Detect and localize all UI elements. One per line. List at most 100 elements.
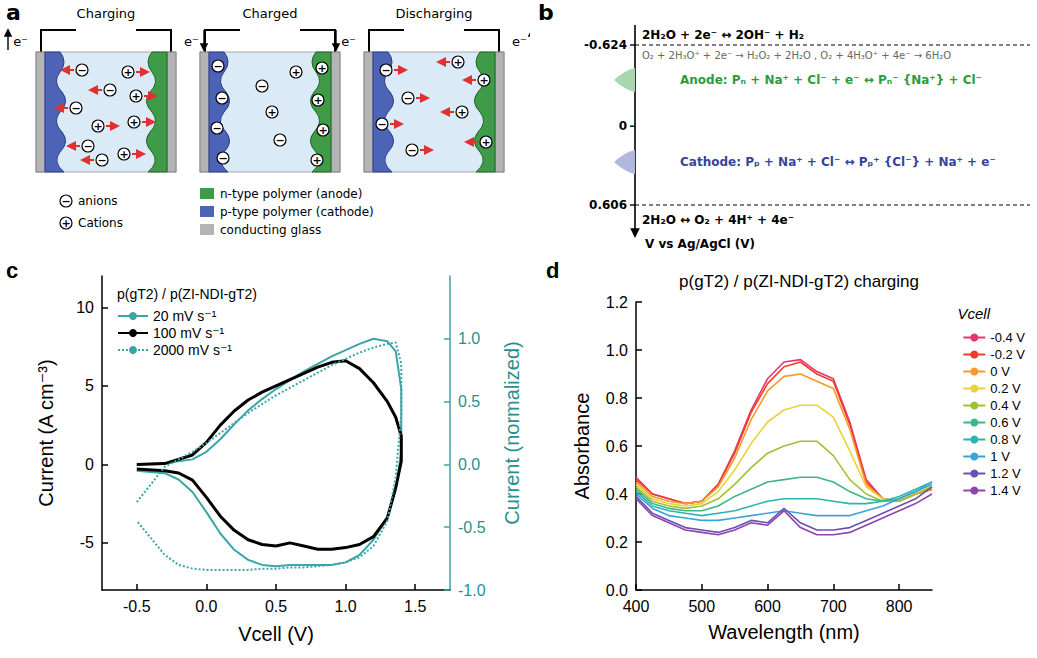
svg-text:e⁻: e⁻ <box>13 34 28 49</box>
svg-text:e⁻: e⁻ <box>512 34 527 49</box>
svg-text:+: + <box>457 106 466 119</box>
svg-text:-0.4 V: -0.4 V <box>990 330 1025 345</box>
svg-text:Vcell: Vcell <box>957 305 990 322</box>
svg-text:0 V: 0 V <box>990 364 1010 379</box>
svg-text:-0.5: -0.5 <box>123 598 151 615</box>
svg-text:100 mV s⁻¹: 100 mV s⁻¹ <box>153 325 225 341</box>
svg-text:Anode: Pₙ + Na⁺ + Cl⁻ + e⁻ ↔ P: Anode: Pₙ + Na⁺ + Cl⁻ + e⁻ ↔ Pₙ⁻ {Na⁺} +… <box>680 73 982 87</box>
svg-text:5: 5 <box>85 377 94 394</box>
svg-text:0: 0 <box>619 119 627 133</box>
svg-text:+: + <box>313 94 322 107</box>
svg-text:+: + <box>93 120 102 133</box>
svg-text:−: − <box>407 144 416 157</box>
svg-text:700: 700 <box>820 598 847 615</box>
svg-text:+: + <box>312 154 321 167</box>
svg-text:10: 10 <box>76 299 94 316</box>
svg-text:Wavelength (nm): Wavelength (nm) <box>708 621 860 643</box>
svg-text:O₂ + 2H₃O⁺ + 2e⁻ → H₂O₂ + 2H₂O: O₂ + 2H₃O⁺ + 2e⁻ → H₂O₂ + 2H₂O , O₂ + 4H… <box>642 50 951 61</box>
svg-text:0.2 V: 0.2 V <box>990 381 1021 396</box>
svg-text:0.606: 0.606 <box>589 198 627 212</box>
svg-text:+: + <box>61 217 70 230</box>
svg-text:conducting glass: conducting glass <box>220 223 321 237</box>
svg-text:−: − <box>381 64 390 77</box>
svg-text:Charging: Charging <box>77 6 136 21</box>
svg-text:Absorbance: Absorbance <box>571 393 593 500</box>
svg-text:+: + <box>129 116 138 129</box>
svg-text:400: 400 <box>623 598 650 615</box>
svg-text:1.5: 1.5 <box>404 598 426 615</box>
svg-text:Current (A cm⁻³): Current (A cm⁻³) <box>35 359 57 506</box>
svg-text:0.8 V: 0.8 V <box>990 432 1021 447</box>
svg-text:−: − <box>275 134 284 147</box>
svg-text:-1.0: -1.0 <box>458 582 486 599</box>
svg-text:+: + <box>317 62 326 75</box>
svg-text:n-type polymer (anode): n-type polymer (anode) <box>220 187 362 201</box>
svg-text:−: − <box>213 60 222 73</box>
svg-text:0.6 V: 0.6 V <box>990 415 1021 430</box>
svg-text:-0.624: -0.624 <box>584 38 627 52</box>
svg-text:20 mV s⁻¹: 20 mV s⁻¹ <box>153 308 217 324</box>
svg-text:2H₂O + 2e⁻ ↔ 2OH⁻ + H₂: 2H₂O + 2e⁻ ↔ 2OH⁻ + H₂ <box>642 28 804 42</box>
svg-text:1.0: 1.0 <box>458 330 480 347</box>
svg-text:−: − <box>212 122 221 135</box>
svg-text:+: + <box>131 90 140 103</box>
svg-text:0.2: 0.2 <box>606 534 628 551</box>
svg-text:Vcell (V): Vcell (V) <box>238 623 314 645</box>
svg-text:−: − <box>61 195 70 208</box>
svg-text:600: 600 <box>754 598 781 615</box>
svg-text:1 V: 1 V <box>990 449 1010 464</box>
svg-text:1.0: 1.0 <box>606 342 628 359</box>
svg-text:Current (normalized): Current (normalized) <box>501 341 523 524</box>
svg-text:−: − <box>71 102 80 115</box>
svg-text:-0.2 V: -0.2 V <box>990 347 1025 362</box>
svg-text:Cathode: Pₚ + Na⁺ + Cl⁻ ↔ Pₚ⁺: Cathode: Pₚ + Na⁺ + Cl⁻ ↔ Pₚ⁺ {Cl⁻} + Na… <box>680 155 996 169</box>
svg-text:−: − <box>377 118 386 131</box>
svg-text:0.4: 0.4 <box>606 486 628 503</box>
svg-text:0.8: 0.8 <box>606 390 628 407</box>
svg-text:Cations: Cations <box>78 216 123 230</box>
svg-text:800: 800 <box>886 598 913 615</box>
svg-text:+: + <box>123 66 132 79</box>
svg-text:2H₂O ↔ O₂ + 4H⁺ + 4e⁻: 2H₂O ↔ O₂ + 4H⁺ + 4e⁻ <box>642 213 794 227</box>
svg-text:1.2: 1.2 <box>606 294 628 311</box>
svg-text:−: − <box>218 152 227 165</box>
svg-text:−: − <box>257 80 266 93</box>
svg-text:1.4 V: 1.4 V <box>990 483 1021 498</box>
svg-text:b: b <box>538 0 554 25</box>
svg-text:anions: anions <box>78 194 118 208</box>
svg-text:−: − <box>105 84 114 97</box>
svg-text:-0.5: -0.5 <box>458 519 486 536</box>
svg-text:0.5: 0.5 <box>458 393 480 410</box>
svg-text:1.0: 1.0 <box>334 598 356 615</box>
svg-text:−: − <box>83 140 92 153</box>
svg-text:0.0: 0.0 <box>606 582 628 599</box>
svg-text:0.0: 0.0 <box>195 598 217 615</box>
svg-text:p-type polymer (cathode): p-type polymer (cathode) <box>220 205 374 219</box>
svg-text:500: 500 <box>688 598 715 615</box>
svg-text:Discharging: Discharging <box>395 6 472 21</box>
svg-text:0.4 V: 0.4 V <box>990 398 1021 413</box>
svg-text:p(gT2) / p(ZI-NDI-gT2) chargin: p(gT2) / p(ZI-NDI-gT2) charging <box>679 272 919 291</box>
svg-text:+: + <box>318 124 327 137</box>
svg-text:Charged: Charged <box>243 6 298 21</box>
svg-text:-5: -5 <box>80 534 94 551</box>
svg-text:+: + <box>479 74 488 87</box>
svg-text:V vs Ag/AgCl (V): V vs Ag/AgCl (V) <box>645 237 755 251</box>
svg-text:e⁻: e⁻ <box>341 34 356 49</box>
svg-text:0.6: 0.6 <box>606 438 628 455</box>
svg-text:+: + <box>481 136 490 149</box>
svg-text:0.0: 0.0 <box>458 456 480 473</box>
svg-text:+: + <box>291 66 300 79</box>
svg-text:a: a <box>6 0 21 25</box>
svg-text:p(gT2) / p(ZI-NDI-gT2): p(gT2) / p(ZI-NDI-gT2) <box>117 286 257 302</box>
svg-text:0: 0 <box>85 456 94 473</box>
svg-text:+: + <box>267 106 276 119</box>
svg-text:−: − <box>77 64 86 77</box>
svg-text:1.2 V: 1.2 V <box>990 466 1021 481</box>
svg-text:−: − <box>97 154 106 167</box>
svg-text:−: − <box>217 92 226 105</box>
svg-text:+: + <box>119 148 128 161</box>
svg-text:e⁻: e⁻ <box>184 34 199 49</box>
svg-text:2000 mV s⁻¹: 2000 mV s⁻¹ <box>153 342 232 358</box>
svg-text:0.5: 0.5 <box>265 598 287 615</box>
